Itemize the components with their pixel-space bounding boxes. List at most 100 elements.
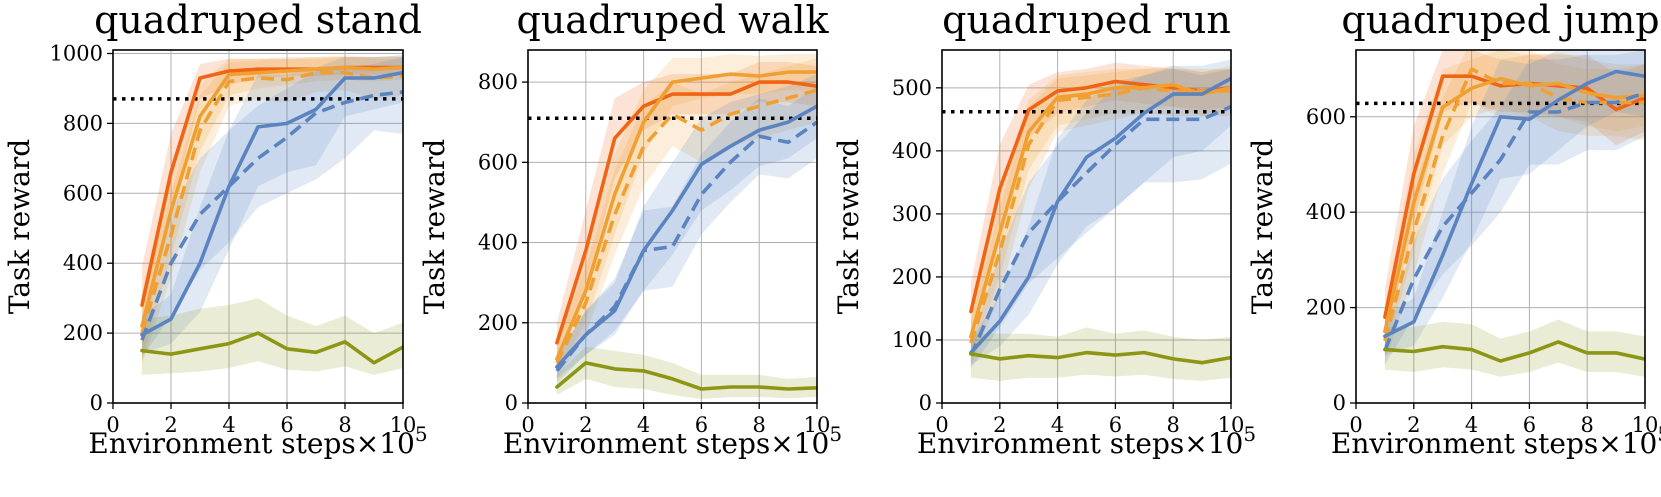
x-tick-label: 0 <box>935 413 948 437</box>
band-blue-solid <box>1384 50 1645 356</box>
y-axis-label: Task reward <box>832 139 865 314</box>
x-tick-label: 4 <box>1051 413 1064 437</box>
y-tick-label: 0 <box>90 391 103 415</box>
y-tick-label: 600 <box>478 150 518 174</box>
x-tick-label: 8 <box>338 413 351 437</box>
band-blue-dashed <box>970 68 1231 369</box>
y-tick-label: 1000 <box>50 41 103 65</box>
x-tick-label: 2 <box>164 413 177 437</box>
y-tick-label: 400 <box>1306 200 1346 224</box>
x-axis-label-multiplier: ×10 <box>1598 427 1657 460</box>
x-axis-label: Environment steps×105 <box>917 422 1256 460</box>
band-blue-dashed <box>1384 50 1645 365</box>
band-orange-dashed <box>556 58 817 379</box>
x-tick-label: 10 <box>1218 413 1245 437</box>
panel-4: 0 2 4 6 8 10 0 200 400 600 quadruped jump Environme… <box>1246 0 1661 460</box>
series-line-red-solid <box>555 80 817 345</box>
x-axis-label-exponent: 5 <box>1243 422 1256 446</box>
y-tick-label: 200 <box>63 321 103 345</box>
chart-title: quadruped walk <box>517 0 830 42</box>
series-line-olive-solid <box>969 350 1231 365</box>
chart-title: quadruped run <box>942 0 1231 42</box>
x-tick-label: 10 <box>804 413 831 437</box>
band-olive-solid <box>1384 319 1645 377</box>
axes-frame <box>112 49 404 404</box>
band-blue-dashed <box>142 57 403 358</box>
series-line-blue-solid <box>140 70 403 337</box>
x-tick-label: 4 <box>222 413 235 437</box>
series-line-blue-dashed <box>140 90 403 341</box>
x-axis-label: Environment steps×105 <box>1331 422 1661 460</box>
band-orange-dashed <box>142 57 403 365</box>
series-line-orange-solid <box>555 70 817 361</box>
series-line-blue-solid <box>969 76 1231 355</box>
y-tick-label: 400 <box>478 231 518 255</box>
axes-frame <box>1355 49 1646 404</box>
x-tick-label: 6 <box>1109 413 1122 437</box>
x-axis-label-text: Environment steps <box>1331 427 1598 460</box>
y-tick-label: 200 <box>892 265 932 289</box>
y-tick-label: 800 <box>63 111 103 135</box>
x-axis-label-multiplier: ×10 <box>356 427 415 460</box>
x-tick-label: 0 <box>1349 413 1362 437</box>
chart-title: quadruped stand <box>94 0 422 42</box>
x-axis-label-multiplier: ×10 <box>770 427 829 460</box>
band-orange-dashed <box>970 68 1231 366</box>
x-tick-label: 8 <box>753 413 766 437</box>
x-tick-label: 2 <box>993 413 1006 437</box>
x-tick-label: 10 <box>1632 413 1659 437</box>
plot-area <box>528 54 817 399</box>
x-tick-label: 4 <box>637 413 650 437</box>
band-blue-solid <box>556 74 817 379</box>
band-olive-solid <box>142 298 403 375</box>
x-tick-label: 6 <box>1523 413 1536 437</box>
y-tick-label: 600 <box>1306 105 1346 129</box>
plot-area <box>942 59 1231 381</box>
y-tick-label: 100 <box>892 328 932 352</box>
series-line-blue-dashed <box>969 105 1231 357</box>
band-orange-solid <box>1384 50 1645 356</box>
x-tick-label: 8 <box>1167 413 1180 437</box>
x-tick-label: 2 <box>1407 413 1420 437</box>
x-axis-label-text: Environment steps <box>503 427 770 460</box>
series-line-olive-solid <box>140 331 403 365</box>
series-line-orange-solid <box>140 65 403 328</box>
series-line-orange-dashed <box>1383 67 1645 342</box>
x-tick-label: 0 <box>521 413 534 437</box>
plot-area <box>113 55 403 375</box>
series-line-orange-dashed <box>969 86 1231 344</box>
x-axis-label: Environment steps×105 <box>503 422 842 460</box>
y-tick-label: 0 <box>505 391 518 415</box>
y-axis-label: Task reward <box>418 139 451 314</box>
band-orange-solid <box>970 65 1231 359</box>
band-blue-solid <box>970 59 1231 366</box>
series-line-olive-solid <box>555 361 817 391</box>
x-axis-label-text: Environment steps <box>88 427 355 460</box>
series-line-blue-dashed <box>1383 91 1645 352</box>
series-line-olive-solid <box>1383 340 1645 363</box>
band-blue-dashed <box>556 86 817 383</box>
x-tick-label: 6 <box>280 413 293 437</box>
x-tick-label: 4 <box>1465 413 1478 437</box>
y-tick-label: 400 <box>892 139 932 163</box>
y-tick-label: 400 <box>63 251 103 275</box>
x-axis-label-text: Environment steps <box>917 427 1184 460</box>
y-tick-label: 600 <box>63 181 103 205</box>
x-axis-label-exponent: 5 <box>415 422 428 446</box>
x-axis-label: Environment steps×105 <box>88 422 427 460</box>
series-line-blue-dashed <box>555 120 817 373</box>
y-tick-label: 800 <box>478 70 518 94</box>
band-orange-solid <box>142 55 403 362</box>
axes-frame <box>941 49 1232 404</box>
x-tick-label: 2 <box>579 413 592 437</box>
x-tick-label: 8 <box>1581 413 1594 437</box>
chart-title: quadruped jump <box>1341 0 1659 42</box>
plot-area <box>1356 50 1645 377</box>
y-axis-label: Task reward <box>1246 139 1279 314</box>
y-tick-label: 200 <box>478 311 518 335</box>
x-tick-label: 10 <box>390 413 417 437</box>
